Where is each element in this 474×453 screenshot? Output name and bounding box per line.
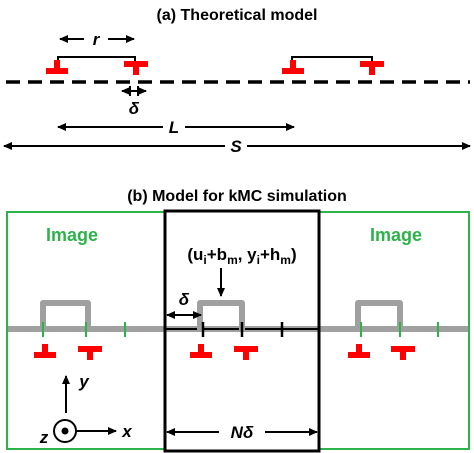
coord-sub-i2: i bbox=[257, 253, 260, 267]
r-label-bg bbox=[84, 28, 108, 48]
N-delta-label: Nδ bbox=[231, 423, 254, 442]
dislocation-symbol-b2 bbox=[78, 346, 102, 360]
L-label: L bbox=[169, 118, 179, 137]
z-axis-label: z bbox=[39, 428, 49, 447]
N-delta-label-bg bbox=[219, 420, 265, 442]
coordinate-label: (ui+bm, yi+hm) bbox=[187, 245, 296, 267]
coord-y: , y bbox=[238, 245, 257, 264]
image-label-right: Image bbox=[370, 225, 422, 245]
dislocation-symbol-a3 bbox=[282, 60, 304, 74]
panel-a-title: (a) Theoretical model bbox=[157, 7, 318, 24]
coord-sub-m2: m bbox=[280, 253, 291, 267]
coord-sub-m1: m bbox=[227, 253, 238, 267]
dislocation-symbol-a4 bbox=[360, 61, 384, 75]
L-label-bg bbox=[163, 117, 185, 137]
coord-plus-h: +h bbox=[260, 245, 280, 264]
sim-dislocation-main bbox=[197, 300, 245, 330]
dislocation-symbol-b4 bbox=[234, 346, 258, 360]
dislocation-symbol-b3 bbox=[190, 344, 212, 358]
N-delta-symbol: δ bbox=[243, 423, 254, 442]
S-label-bg bbox=[225, 136, 247, 156]
dislocation-symbol-b1 bbox=[34, 344, 56, 358]
x-axis-label: x bbox=[121, 422, 133, 441]
N-label: N bbox=[231, 423, 244, 442]
delta-label-a: δ bbox=[129, 99, 140, 118]
image-ticks bbox=[42, 322, 439, 337]
delta-label-b: δ bbox=[179, 290, 190, 309]
main-ticks bbox=[201, 322, 284, 337]
S-label: S bbox=[230, 137, 242, 156]
dislocation-symbol-b5 bbox=[348, 344, 370, 358]
coord-close: ) bbox=[291, 245, 297, 264]
dislocation-symbol-a2 bbox=[124, 61, 148, 75]
dislocation-symbol-a1 bbox=[46, 60, 68, 74]
dislocation-symbol-b6 bbox=[391, 346, 415, 360]
r-label: r bbox=[93, 30, 101, 49]
y-axis-label: y bbox=[78, 372, 90, 391]
sim-dislocation-left bbox=[40, 300, 91, 330]
sim-dislocation-right bbox=[355, 300, 403, 330]
coord-sub-i1: i bbox=[203, 253, 206, 267]
simulation-cell bbox=[163, 209, 321, 453]
coord-plus-b: +b bbox=[207, 245, 227, 264]
panel-b-title: (b) Model for kMC simulation bbox=[127, 188, 347, 205]
coord-u: (u bbox=[187, 245, 203, 264]
image-label-left: Image bbox=[46, 225, 98, 245]
dislocation-line-1 bbox=[57, 56, 136, 67]
z-axis-dot-icon bbox=[61, 427, 69, 435]
